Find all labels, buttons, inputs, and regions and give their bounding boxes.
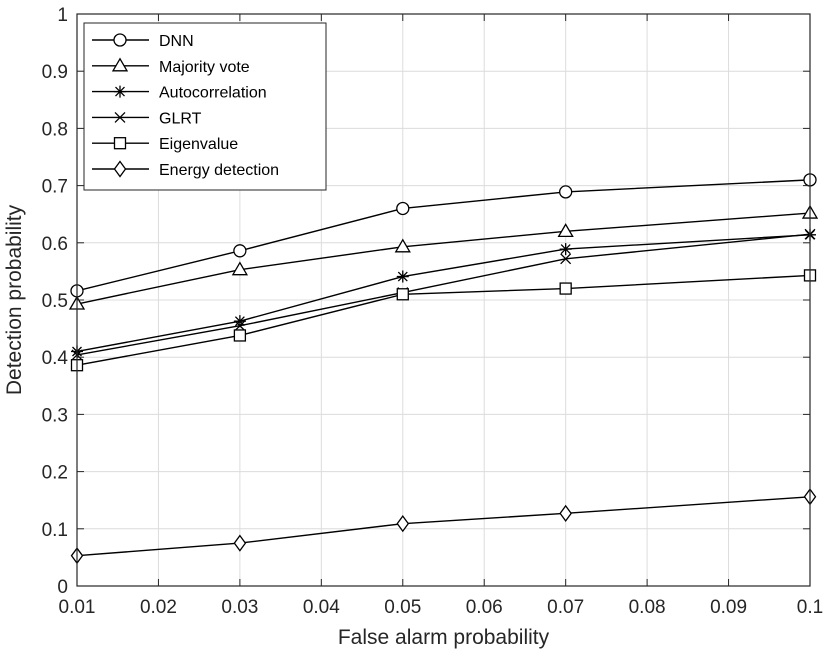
x-tick-label: 0.07 [547, 597, 584, 618]
marker-triangle [557, 223, 574, 238]
marker-diamond [113, 160, 127, 178]
series-majority-vote [68, 204, 819, 310]
marker-diamond [559, 504, 572, 522]
marker-asterisk [559, 243, 572, 256]
legend-item: Eigenvalue [92, 136, 238, 153]
legend-label: Eigenvalue [159, 136, 238, 153]
tick-labels: 0.01 0.02 0.03 0.04 0.05 0.06 0.07 0.08 0.09 0.1 0… [42, 5, 824, 618]
y-tick-label: 0.3 [42, 405, 68, 426]
legend-label: Majority vote [159, 59, 250, 76]
marker-square [396, 288, 409, 301]
legend-item: DNN [92, 33, 194, 50]
y-tick-label: 1 [57, 5, 68, 26]
marker-circle [396, 201, 410, 216]
y-axis-label: Detection probability [3, 204, 26, 395]
marker-circle [559, 185, 573, 199]
marker-circle [233, 244, 247, 258]
legend-item: Energy detection [92, 160, 279, 179]
x-tick-label: 0.09 [710, 597, 747, 618]
marker-x [234, 320, 246, 332]
x-tick-label: 0.03 [221, 597, 258, 618]
legend-item: GLRT [92, 110, 202, 127]
y-tick-label: 0.1 [42, 520, 68, 541]
legend: DNN Majority vote Autocorrelation GLRT Eigen… [83, 22, 327, 191]
marker-square [233, 329, 247, 342]
series-eigenvalue [70, 269, 817, 372]
marker-diamond [233, 534, 247, 552]
series-group [68, 173, 819, 565]
y-tick-label: 0.4 [42, 348, 69, 369]
y-tick-label: 0.6 [42, 234, 68, 255]
x-axis-label: False alarm probability [338, 626, 550, 649]
series-glrt [71, 228, 816, 361]
marker-asterisk [114, 85, 126, 98]
y-tick-label: 0.5 [42, 291, 68, 312]
legend-label: Autocorrelation [159, 85, 267, 102]
marker-triangle [231, 261, 249, 276]
x-tick-label: 0.04 [303, 597, 340, 618]
x-tick-label: 0.05 [384, 597, 421, 618]
y-tick-label: 0.9 [42, 62, 68, 83]
legend-label: Energy detection [159, 162, 279, 179]
x-tick-label: 0.02 [140, 597, 177, 618]
marker-square [113, 137, 127, 150]
y-tick-label: 0.2 [42, 463, 68, 484]
legend-label: DNN [159, 33, 194, 50]
legend-item: Majority vote [92, 57, 250, 76]
marker-x [114, 111, 126, 123]
marker-circle [113, 33, 127, 47]
legend-label: GLRT [159, 110, 202, 127]
series-energy-detection [70, 488, 817, 565]
y-tick-label: 0.8 [42, 119, 68, 140]
marker-asterisk [233, 315, 246, 328]
series-line [76, 179, 811, 292]
marker-triangle [111, 57, 129, 72]
marker-triangle [394, 238, 411, 253]
series-line [76, 212, 811, 305]
series-line [76, 274, 811, 366]
marker-asterisk [396, 270, 409, 283]
y-tick-label: 0 [57, 577, 68, 598]
marker-diamond [396, 515, 410, 533]
marker-x [560, 253, 572, 265]
legend-item: Autocorrelation [92, 85, 267, 102]
marker-square [559, 282, 572, 295]
series-line [76, 496, 811, 557]
series-line [76, 233, 811, 356]
series-dnn [70, 173, 817, 298]
x-tick-label: 0.01 [59, 597, 96, 618]
y-tick-label: 0.7 [42, 177, 68, 198]
x-tick-label: 0.1 [797, 597, 823, 618]
x-tick-label: 0.06 [466, 597, 503, 618]
x-tick-label: 0.08 [629, 597, 666, 618]
legend-box [83, 22, 327, 191]
